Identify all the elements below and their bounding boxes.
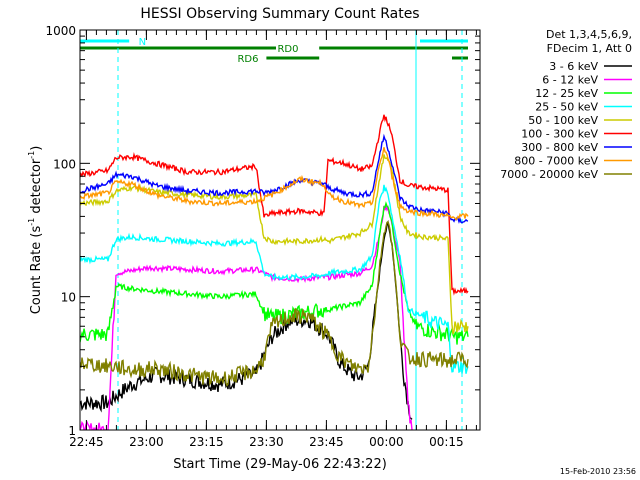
- legend-entry-label: 7000 - 20000 keV: [500, 168, 598, 181]
- chart-title: HESSI Observing Summary Count Rates: [140, 6, 419, 22]
- legend-entry-label: 50 - 100 keV: [528, 114, 598, 127]
- legend-header-line-1: Det 1,3,4,5,6,9,: [546, 28, 632, 41]
- legend-entry-label: 25 - 50 keV: [535, 101, 598, 114]
- state-bars: N RD0 RD6: [80, 37, 468, 65]
- x-tick-label: 23:00: [129, 435, 164, 449]
- y-tick-label: 1000: [45, 24, 76, 38]
- y-tick-label: 100: [53, 157, 76, 171]
- series-line-7: [80, 147, 469, 221]
- series-line-8: [80, 220, 469, 388]
- state-bar-label: RD0: [277, 44, 298, 55]
- legend-entry-label: 12 - 25 keV: [535, 87, 598, 100]
- legend-entry-label: 100 - 300 keV: [521, 128, 598, 141]
- x-tick-label: 00:00: [369, 435, 404, 449]
- series-line-0: [80, 219, 413, 420]
- plot-frame: [79, 29, 481, 431]
- legend-entry-label: 800 - 7000 keV: [514, 155, 598, 168]
- x-tick-label: 00:15: [429, 435, 464, 449]
- series-line-1: [80, 205, 413, 430]
- x-tick-label: 23:45: [309, 435, 344, 449]
- footer-timestamp: 15-Feb-2010 23:56: [560, 467, 636, 476]
- state-bar-label: N: [139, 37, 146, 48]
- x-tick-label: 23:15: [189, 435, 224, 449]
- y-axis-label: Count Rate (s-1 detector-1): [27, 146, 44, 315]
- series-line-3: [80, 184, 469, 374]
- state-bar-label: RD6: [237, 54, 258, 65]
- y-axis: 1 10 100 1000: [45, 24, 480, 438]
- x-tick-label: 23:30: [249, 435, 284, 449]
- series-lines: [80, 114, 469, 430]
- legend-entry-label: 300 - 800 keV: [521, 141, 598, 154]
- y-tick-label: 1: [68, 424, 76, 438]
- x-axis: 22:45 23:00 23:15 23:30 23:45 00:00 00:15: [69, 30, 477, 449]
- legend-entry-label: 3 - 6 keV: [549, 60, 598, 73]
- y-tick-label: 10: [61, 291, 76, 305]
- series-line-4: [80, 154, 469, 335]
- legend-header-line-2: FDecim 1, Att 0: [547, 42, 632, 55]
- plot-area: N RD0 RD6: [80, 30, 469, 430]
- series-line-5: [80, 114, 469, 296]
- legend: Det 1,3,4,5,6,9, FDecim 1, Att 0 3 - 6 k…: [500, 28, 632, 181]
- x-axis-label: Start Time (29-May-06 22:43:22): [173, 457, 387, 472]
- x-tick-label: 22:45: [69, 435, 104, 449]
- legend-entry-label: 6 - 12 keV: [542, 74, 598, 87]
